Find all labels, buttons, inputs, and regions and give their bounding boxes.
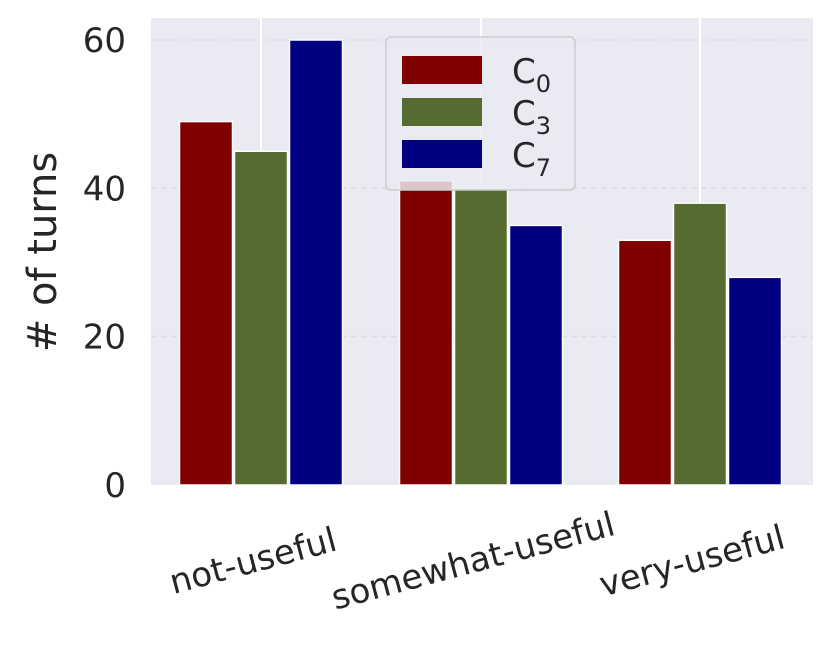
bar xyxy=(178,120,234,486)
legend-swatch xyxy=(402,140,482,168)
legend-swatch xyxy=(402,98,482,126)
bar xyxy=(672,202,728,486)
bar xyxy=(617,239,673,486)
x-tick-label: somewhat-useful xyxy=(327,504,619,618)
bar xyxy=(453,187,509,486)
y-tick-label: 20 xyxy=(83,318,126,358)
legend-label: C7 xyxy=(512,136,551,182)
legend-swatch xyxy=(402,56,482,84)
y-tick-label: 40 xyxy=(83,169,126,209)
bars xyxy=(178,39,783,486)
bar xyxy=(233,150,289,486)
y-tick-labels: 0 20 40 60 xyxy=(83,21,126,506)
x-tick-label: not-useful xyxy=(165,520,341,603)
bar xyxy=(398,180,454,486)
y-tick-label: 60 xyxy=(83,21,126,61)
bar xyxy=(508,224,564,486)
legend-label: C3 xyxy=(512,94,551,140)
legend-label: C0 xyxy=(512,52,551,98)
bar xyxy=(288,39,344,486)
y-axis-label: # of turns xyxy=(20,152,66,352)
y-tick-label: 0 xyxy=(104,466,126,506)
x-tick-label: very-useful xyxy=(595,517,789,605)
bar xyxy=(727,276,783,486)
